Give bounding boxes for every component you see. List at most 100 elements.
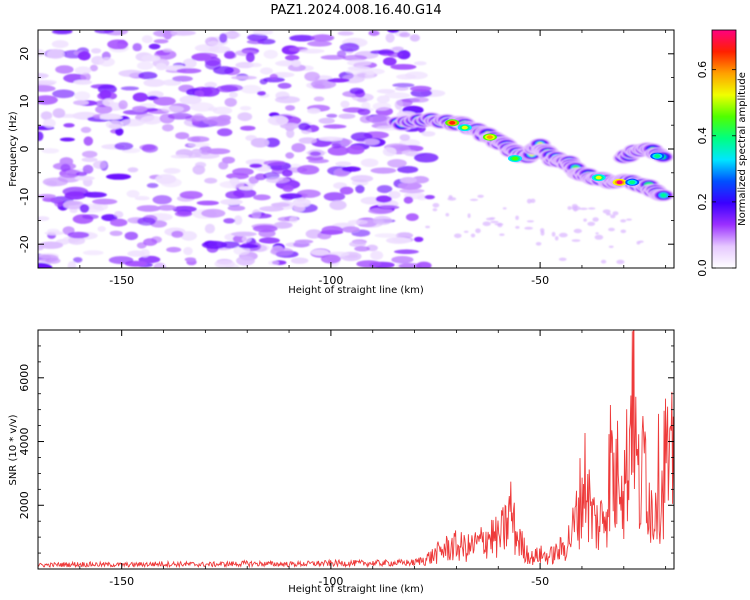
heatmap-noise-cell bbox=[80, 72, 91, 82]
heatmap-noise-cell bbox=[313, 96, 325, 102]
heatmap-noise-cell bbox=[594, 234, 604, 240]
heatmap-noise-cell bbox=[196, 200, 219, 206]
heatmap-noise-cell bbox=[235, 61, 254, 69]
heatmap-noise-cell bbox=[587, 207, 596, 210]
heatmap-noise-cell bbox=[229, 177, 240, 185]
heatmap-noise-cell bbox=[287, 64, 306, 72]
heatmap-noise-cell bbox=[153, 262, 166, 268]
heatmap-noise-cell bbox=[263, 160, 286, 166]
heatmap-noise-cell bbox=[213, 66, 234, 75]
heatmap-noise-cell bbox=[636, 241, 641, 245]
heatmap-noise-cell bbox=[540, 230, 545, 236]
heatmap-noise-cell bbox=[44, 231, 65, 236]
heatmap-noise-cell bbox=[357, 108, 371, 116]
heatmap-noise-cell bbox=[92, 198, 118, 205]
heatmap-noise-cell bbox=[184, 257, 196, 262]
heatmap-noise-cell bbox=[275, 221, 293, 229]
heatmap-noise-cell bbox=[340, 100, 350, 109]
heatmap-noise-cell bbox=[77, 51, 91, 61]
heatmap-noise-cell bbox=[620, 229, 627, 234]
heatmap-noise-cell bbox=[114, 142, 134, 151]
heatmap-noise-cell bbox=[318, 117, 335, 124]
heatmap-noise-cell bbox=[233, 215, 243, 226]
heatmap-noise-cell bbox=[252, 30, 274, 36]
heatmap-noise-cell bbox=[291, 143, 306, 153]
heatmap-noise-cell bbox=[137, 217, 156, 226]
heatmap-noise-cell bbox=[387, 30, 400, 33]
heatmap-noise-cell bbox=[132, 43, 142, 52]
heatmap-noise-cell bbox=[409, 34, 420, 42]
heatmap-noise-cell bbox=[626, 218, 632, 221]
heatmap-noise-cell bbox=[166, 246, 182, 253]
heatmap-noise-cell bbox=[414, 152, 439, 163]
heatmap-noise-cell bbox=[289, 34, 315, 42]
heatmap-noise-cell bbox=[106, 173, 131, 180]
heatmap-noise-cell bbox=[424, 195, 435, 200]
colorbar-tick-label: 0.2 bbox=[696, 193, 709, 211]
heatmap-noise-cell bbox=[80, 126, 92, 133]
heatmap-noise-cell bbox=[448, 195, 453, 199]
heatmap-noise-cell bbox=[395, 86, 409, 91]
heatmap-noise-cell bbox=[292, 198, 311, 208]
heatmap-noise-cell bbox=[201, 208, 226, 218]
heatmap-peak-cell bbox=[449, 121, 456, 125]
heatmap-noise-cell bbox=[148, 43, 161, 50]
heatmap-noise-cell bbox=[271, 202, 290, 207]
heatmap-noise-cell bbox=[146, 183, 159, 188]
heatmap-noise-cell bbox=[223, 218, 236, 224]
snr-x-tick-label: -50 bbox=[531, 575, 549, 588]
heatmap-noise-cell bbox=[370, 167, 397, 174]
heatmap-noise-cell bbox=[52, 89, 75, 99]
heatmap-noise-cell bbox=[89, 64, 98, 72]
heatmap-noise-cell bbox=[171, 230, 184, 238]
heatmap-noise-cell bbox=[140, 115, 163, 125]
heatmap-noise-cell bbox=[52, 108, 66, 119]
heatmap-noise-cell bbox=[218, 161, 229, 170]
heatmap-peak-cell bbox=[629, 180, 636, 185]
heatmap-noise-cell bbox=[304, 71, 320, 82]
heatmap-noise-cell bbox=[345, 145, 365, 155]
colorbar-tick-label: 0.4 bbox=[696, 127, 709, 145]
heatmap-noise-cell bbox=[397, 166, 419, 174]
heatmap-noise-cell bbox=[38, 79, 57, 85]
heatmap-noise-cell bbox=[220, 84, 244, 92]
heatmap-noise-cell bbox=[610, 214, 616, 219]
heatmap-noise-cell bbox=[74, 66, 92, 75]
heatmap-noise-cell bbox=[567, 206, 572, 210]
heatmap-noise-cell bbox=[206, 148, 231, 155]
heatmap-noise-cell bbox=[405, 213, 419, 222]
heatmap-noise-cell bbox=[260, 67, 273, 75]
heatmap-noise-cell bbox=[385, 33, 395, 43]
spectrogram-y-axis-label: Frequency (Hz) bbox=[8, 111, 19, 187]
heatmap-noise-cell bbox=[370, 50, 395, 55]
snr-background bbox=[38, 330, 674, 569]
heatmap-noise-cell bbox=[153, 30, 178, 37]
heatmap-noise-cell bbox=[369, 114, 392, 125]
heatmap-noise-cell bbox=[558, 232, 568, 238]
snr-series-line bbox=[38, 330, 674, 569]
heatmap-noise-cell bbox=[554, 236, 559, 241]
heatmap-noise-cell bbox=[224, 97, 237, 107]
heatmap-noise-cell bbox=[372, 215, 393, 225]
heatmap-noise-cell bbox=[445, 213, 450, 217]
heatmap-noise-cell bbox=[280, 193, 303, 200]
heatmap-noise-cell bbox=[225, 190, 245, 200]
heatmap-noise-cell bbox=[134, 196, 150, 201]
heatmap-noise-cell bbox=[386, 237, 411, 244]
heatmap-noise-cell bbox=[326, 113, 338, 118]
heatmap-noise-cell bbox=[469, 198, 479, 201]
heatmap-noise-cell bbox=[470, 233, 476, 238]
heatmap-noise-cell bbox=[291, 59, 302, 67]
heatmap-noise-cell bbox=[374, 233, 399, 238]
heatmap-noise-cell bbox=[170, 154, 190, 159]
heatmap-noise-cell bbox=[152, 195, 172, 205]
heatmap-noise-cell bbox=[94, 30, 114, 34]
heatmap-noise-cell bbox=[174, 210, 193, 217]
heatmap-noise-cell bbox=[38, 254, 59, 263]
heatmap-noise-cell bbox=[416, 195, 428, 201]
heatmap-noise-cell bbox=[375, 195, 392, 203]
heatmap-noise-cell bbox=[42, 177, 69, 187]
